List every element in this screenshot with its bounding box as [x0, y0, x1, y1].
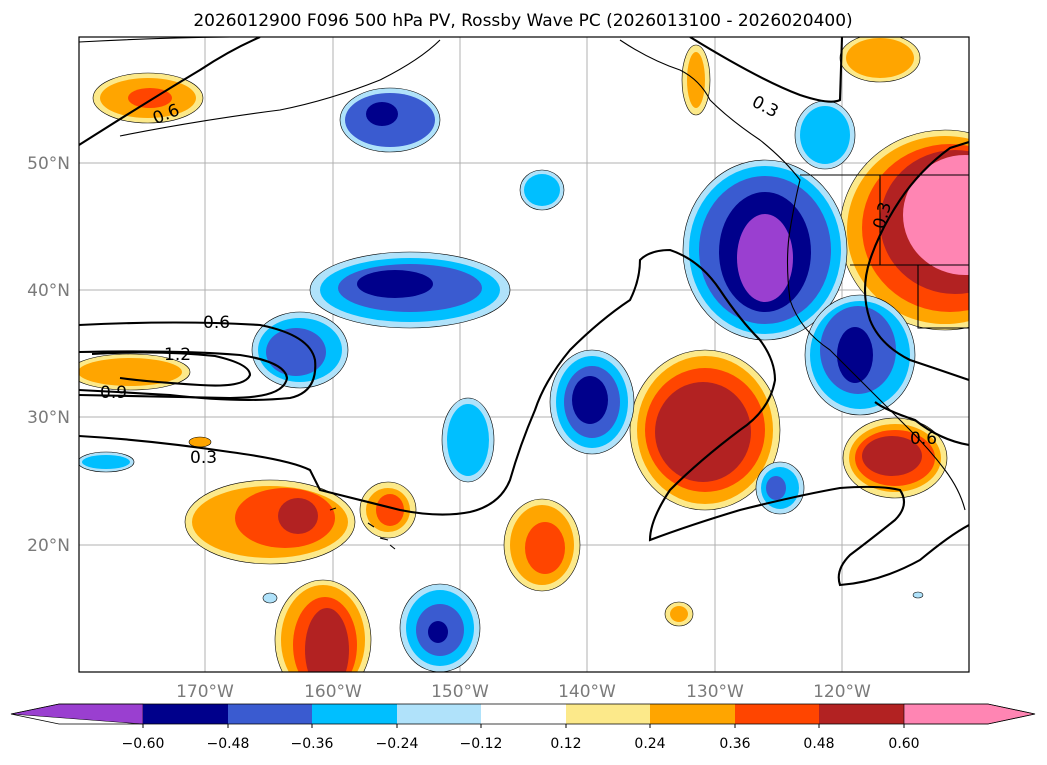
contour-0.9-jet [79, 350, 289, 400]
map-frame [78, 36, 970, 673]
colorbar: −0.60 −0.48 −0.36 −0.24 −0.12 0.12 0.24 … [10, 703, 1036, 752]
contour-label: 1.2 [164, 345, 191, 365]
colorbar-bin-4 [397, 704, 481, 724]
lon-label-140w: 140°W [558, 682, 616, 702]
figure-title: 2026012900 F096 500 hPa PV, Rossby Wave … [193, 11, 852, 31]
colorbar-tick: −0.48 [207, 736, 250, 752]
pv-trough-north-pacific [251, 251, 511, 389]
contour-0.3-north [79, 37, 261, 146]
lon-label-120w: 120°W [813, 682, 871, 702]
lon-label-150w: 150°W [431, 682, 489, 702]
colorbar-bin-8 [735, 704, 819, 724]
contour-label: 0.6 [910, 429, 937, 449]
colorbar-tick: 0.36 [719, 736, 750, 752]
colorbar-bin-9 [819, 704, 904, 724]
colorbar-tick: −0.36 [291, 736, 334, 752]
coastlines [79, 37, 969, 550]
colorbar-bin-5 [481, 704, 566, 724]
longitude-labels: 170°W 160°W 150°W 140°W 130°W 120°W [176, 682, 871, 702]
rossby-wave-contours [79, 37, 969, 587]
lat-label-30n: 30°N [27, 408, 70, 428]
colorbar-bin-6 [566, 704, 650, 724]
contour-1.2-jet [91, 351, 252, 387]
lat-label-40n: 40°N [27, 281, 70, 301]
colorbar-tick: 0.24 [634, 736, 665, 752]
colorbar-tick: −0.60 [122, 736, 165, 752]
contour-0.3-ne [689, 37, 844, 103]
lon-label-170w: 170°W [176, 682, 234, 702]
colorbar-tick: 0.60 [888, 736, 919, 752]
colorbar-bin-2 [228, 704, 312, 724]
lon-label-130w: 130°W [686, 682, 744, 702]
contour-label: 0.3 [190, 448, 217, 468]
contour-label: 0.9 [100, 383, 127, 403]
lon-label-160w: 160°W [304, 682, 362, 702]
colorbar-bin-7 [650, 704, 735, 724]
colorbar-tick: 0.48 [803, 736, 834, 752]
pv-trough-west-coast [682, 159, 916, 416]
lat-label-50n: 50°N [27, 154, 70, 174]
negative-pv-anomalies [79, 87, 924, 672]
latitude-labels: 50°N 40°N 30°N 20°N [27, 154, 70, 556]
colorbar-bin-3 [312, 704, 397, 724]
contour-label: 0.6 [203, 313, 230, 333]
colorbar-tick: 0.12 [550, 736, 581, 752]
colorbar-min-extension [10, 703, 144, 725]
contour-0.6-jet [79, 321, 317, 401]
colorbar-tick: −0.12 [460, 736, 503, 752]
contour-0.3-main [79, 248, 969, 587]
map-panel: 0.6 0.3 0.6 1.2 0.9 0.3 0.3 0.6 [79, 37, 969, 672]
colorbar-bin-1 [143, 704, 228, 724]
colorbar-max-extension [903, 703, 1036, 725]
lat-label-20n: 20°N [27, 536, 70, 556]
colorbar-tick: −0.24 [376, 736, 419, 752]
